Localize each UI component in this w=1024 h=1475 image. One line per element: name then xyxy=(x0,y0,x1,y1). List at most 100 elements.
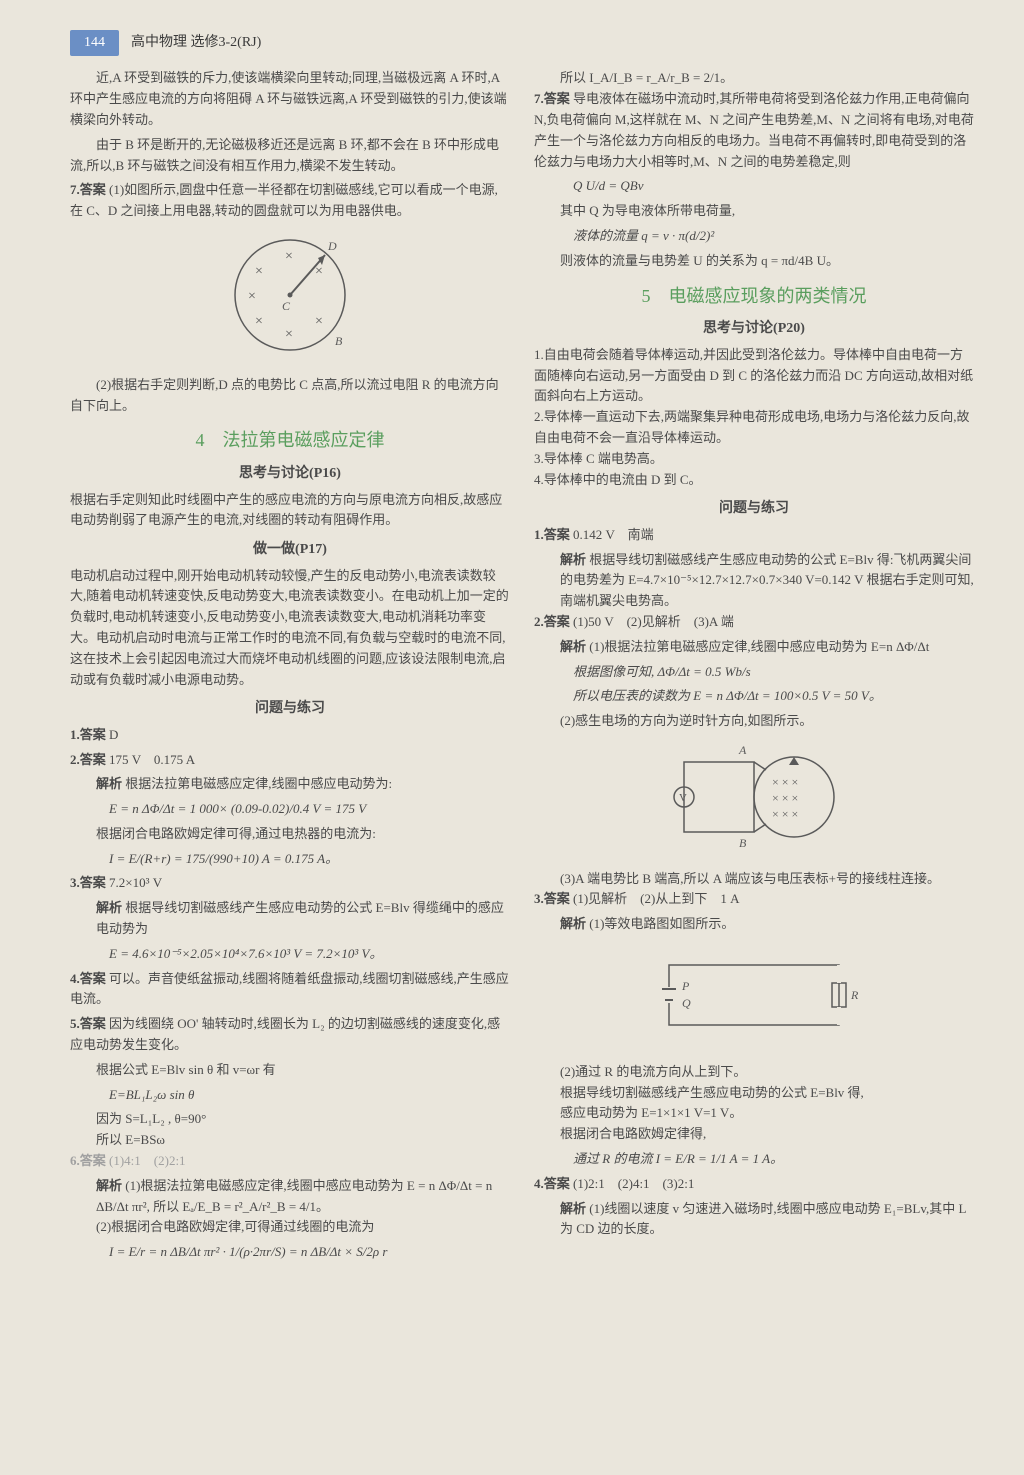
q6-f1: I = E/r = n ΔB/Δt πr² · 1/(ρ·2πr/S) = n … xyxy=(109,1242,510,1263)
left-column: 近,A 环受到磁铁的斥力,使该端横梁向里转动;同理,当磁极远离 A 环时,A 环… xyxy=(70,68,510,1267)
rq3-t4: 感应电动势为 E=1×1×1 V=1 V。 xyxy=(534,1103,974,1124)
intro-p2: 由于 B 环是断开的,无论磁极移近还是远离 B 环,都不会在 B 环中形成电流,… xyxy=(70,135,510,177)
q7-label: 7.答案 xyxy=(70,182,106,197)
q3-ans: 7.2×10³ V xyxy=(109,875,162,890)
header-title: 高中物理 选修3-2(RJ) xyxy=(131,32,261,54)
rq2-f1: 根据图像可知, ΔΦ/Δt = 0.5 Wb/s xyxy=(573,662,974,683)
rq3-t2: (2)通过 R 的电流方向从上到下。 xyxy=(534,1062,974,1083)
s5-t4: 4.导体棒中的电流由 D 到 C。 xyxy=(534,470,974,491)
rq4-ans: (1)2:1 (2)4:1 (3)2:1 xyxy=(573,1176,694,1191)
q6-jiexi-label: 解析 xyxy=(96,1178,122,1193)
think-p20-title: 思考与讨论(P20) xyxy=(534,318,974,340)
q2-jiexi-label: 解析 xyxy=(96,776,122,791)
rq3-label: 3.答案 xyxy=(534,891,570,906)
right-column: 所以 I_A/I_B = r_A/r_B = 2/1。 7.答案 导电液体在磁场… xyxy=(534,68,974,1267)
q5-t1: 根据公式 E=Blv sin θ 和 v=ωr 有 xyxy=(70,1060,510,1081)
q1-label: 1.答案 xyxy=(70,727,106,742)
r-top-f: 所以 I_A/I_B = r_A/r_B = 2/1。 xyxy=(534,68,974,89)
think-p16-text: 根据右手定则知此时线圈中产生的感应电流的方向与原电流方向相反,故感应电动势削弱了… xyxy=(70,490,510,532)
q5-label: 5.答案 xyxy=(70,1016,106,1031)
ex-title-left: 问题与练习 xyxy=(70,698,510,720)
q3-label: 3.答案 xyxy=(70,875,106,890)
svg-text:×: × xyxy=(248,289,256,304)
q1-ans: D xyxy=(109,727,118,742)
q6-jiexi-t2: (2)根据闭合电路欧姆定律,可得通过线圈的电流为 xyxy=(70,1217,510,1238)
q2-ans: 175 V 0.175 A xyxy=(109,752,195,767)
page-number: 144 xyxy=(70,30,119,56)
svg-text:× × ×: × × × xyxy=(772,791,798,805)
q7-text1: (1)如图所示,圆盘中任意一半径都在切割磁感线,它可以看成一个电源,在 C、D … xyxy=(70,182,498,218)
rq1-jiexi-text: 根据导线切割磁感线产生感应电动势的公式 E=Blv 得:飞机两翼尖间的电势差为 … xyxy=(560,552,974,609)
q2-f2: I = E/(R+r) = 175/(990+10) A = 0.175 A。 xyxy=(109,849,510,870)
intro-p1: 近,A 环受到磁铁的斥力,使该端横梁向里转动;同理,当磁极远离 A 环时,A 环… xyxy=(70,68,510,130)
r-t1: 其中 Q 为导电液体所带电荷量, xyxy=(534,201,974,222)
svg-text:C: C xyxy=(282,299,291,313)
diagram-voltmeter-loop: A V × × × × × × × × × B xyxy=(534,742,974,859)
rq2-jiexi-t1: (1)根据法拉第电磁感应定律,线圈中感应电动势为 E=n ΔΦ/Δt xyxy=(589,639,929,654)
rq4-jiexi-label: 解析 xyxy=(560,1201,586,1216)
rq4-t1: (1)线圈以速度 v 匀速进入磁场时,线圈中感应电动势 E₁=BLv,其中 L … xyxy=(560,1201,966,1237)
rq2-ans: (1)50 V (2)见解析 (3)A 端 xyxy=(573,614,734,629)
rq1-ans: 0.142 V 南端 xyxy=(573,527,654,542)
q2-f1: E = n ΔΦ/Δt = 1 000× (0.09-0.02)/0.4 V =… xyxy=(109,799,510,820)
svg-text:×: × xyxy=(285,249,293,264)
q4-text: 可以。声音使纸盆振动,线圈将随着纸盘振动,线圈切割磁感线,产生感应电流。 xyxy=(70,971,509,1007)
rq3-ans: (1)见解析 (2)从上到下 1 A xyxy=(573,891,739,906)
rq3-t1: (1)等效电路图如图所示。 xyxy=(589,916,734,931)
rq2-label: 2.答案 xyxy=(534,614,570,629)
rq3-f1: 通过 R 的电流 I = E/R = 1/1 A = 1 A。 xyxy=(573,1149,974,1170)
q3-jiexi-text: 根据导线切割磁感线产生感应电动势的公式 E=Blv 得缆绳中的感应电动势为 xyxy=(96,900,504,936)
svg-text:× × ×: × × × xyxy=(772,775,798,789)
svg-text:P: P xyxy=(681,979,690,993)
section4-title: 4 法拉第电磁感应定律 xyxy=(70,426,510,455)
svg-text:Q: Q xyxy=(682,996,691,1010)
svg-text:×: × xyxy=(255,264,263,279)
rq3-jiexi-label: 解析 xyxy=(560,916,586,931)
q6-jiexi-t1: (1)根据法拉第电磁感应定律,线圈中感应电动势为 E = n ΔΦ/Δt = n… xyxy=(96,1178,492,1214)
svg-text:V: V xyxy=(679,792,687,804)
diagram-circuit: P Q R xyxy=(534,945,974,1052)
svg-text:×: × xyxy=(285,327,293,342)
rq2-f2: 所以电压表的读数为 E = n ΔΦ/Δt = 100×0.5 V = 50 V… xyxy=(573,686,974,707)
rq3-t5: 根据闭合电路欧姆定律得, xyxy=(534,1124,974,1145)
r-f2: 液体的流量 q = v · π(d/2)² xyxy=(573,226,974,247)
rq7-text: 导电液体在磁场中流动时,其所带电荷将受到洛伦兹力作用,正电荷偏向 N,负电荷偏向… xyxy=(534,91,974,168)
section5-title: 5 电磁感应现象的两类情况 xyxy=(534,282,974,311)
q7-text2: (2)根据右手定则判断,D 点的电势比 C 点高,所以流过电阻 R 的电流方向自… xyxy=(70,375,510,417)
rq2-t3: (3)A 端电势比 B 端高,所以 A 端应该与电压表标+号的接线柱连接。 xyxy=(534,869,974,890)
svg-text:× × ×: × × × xyxy=(772,807,798,821)
rq4-label: 4.答案 xyxy=(534,1176,570,1191)
rq7-label: 7.答案 xyxy=(534,91,570,106)
q2-label: 2.答案 xyxy=(70,752,106,767)
do-p17-text: 电动机启动过程中,刚开始电动机转动较慢,产生的反电动势小,电流表读数较大,随着电… xyxy=(70,566,510,691)
svg-text:×: × xyxy=(315,314,323,329)
rq2-t2: (2)感生电场的方向为逆时针方向,如图所示。 xyxy=(534,711,974,732)
svg-text:A: A xyxy=(738,743,747,757)
s5-t3: 3.导体棒 C 端电势高。 xyxy=(534,449,974,470)
q5-f1: E=BL₁L₂ω sin θ xyxy=(109,1085,510,1106)
q2-t2: 根据闭合电路欧姆定律可得,通过电热器的电流为: xyxy=(70,824,510,845)
rq1-label: 1.答案 xyxy=(534,527,570,542)
q2-jiexi-text: 根据法拉第电磁感应定律,线圈中感应电动势为: xyxy=(125,776,392,791)
do-p17-title: 做一做(P17) xyxy=(70,539,510,561)
ex-title-right: 问题与练习 xyxy=(534,498,974,520)
q5-text: 因为线圈绕 OO' 轴转动时,线圈长为 L₂ 的边切割磁感线的速度变化,感应电动… xyxy=(70,1016,500,1052)
rq1-jiexi-label: 解析 xyxy=(560,552,586,567)
q3-f1: E = 4.6×10⁻⁵×2.05×10⁴×7.6×10³ V = 7.2×10… xyxy=(109,944,510,965)
rq2-jiexi-label: 解析 xyxy=(560,639,586,654)
q3-jiexi-label: 解析 xyxy=(96,900,122,915)
think-p16-title: 思考与讨论(P16) xyxy=(70,463,510,485)
svg-text:D: D xyxy=(327,239,337,253)
svg-text:R: R xyxy=(850,988,859,1002)
svg-text:B: B xyxy=(335,334,343,348)
s5-t1: 1.自由电荷会随着导体棒运动,并因此受到洛伦兹力。导体棒中自由电荷一方面随棒向右… xyxy=(534,345,974,407)
svg-text:×: × xyxy=(255,314,263,329)
q6-ans: (1)4:1 (2)2:1 xyxy=(109,1153,186,1168)
r-f1: Q U/d = QBv xyxy=(573,176,974,197)
r-t2: 则液体的流量与电势差 U 的关系为 q = πd/4B U。 xyxy=(534,251,974,272)
q5-f2: 所以 E=BSω xyxy=(70,1130,510,1151)
q4-label: 4.答案 xyxy=(70,971,106,986)
s5-t2: 2.导体棒一直运动下去,两端聚集异种电荷形成电场,电场力与洛伦兹力反向,故自由电… xyxy=(534,407,974,449)
diagram-disc: × × × × × × × C D B xyxy=(70,230,510,367)
rq3-t3: 根据导线切割磁感线产生感应电动势的公式 E=Blv 得, xyxy=(534,1083,974,1104)
